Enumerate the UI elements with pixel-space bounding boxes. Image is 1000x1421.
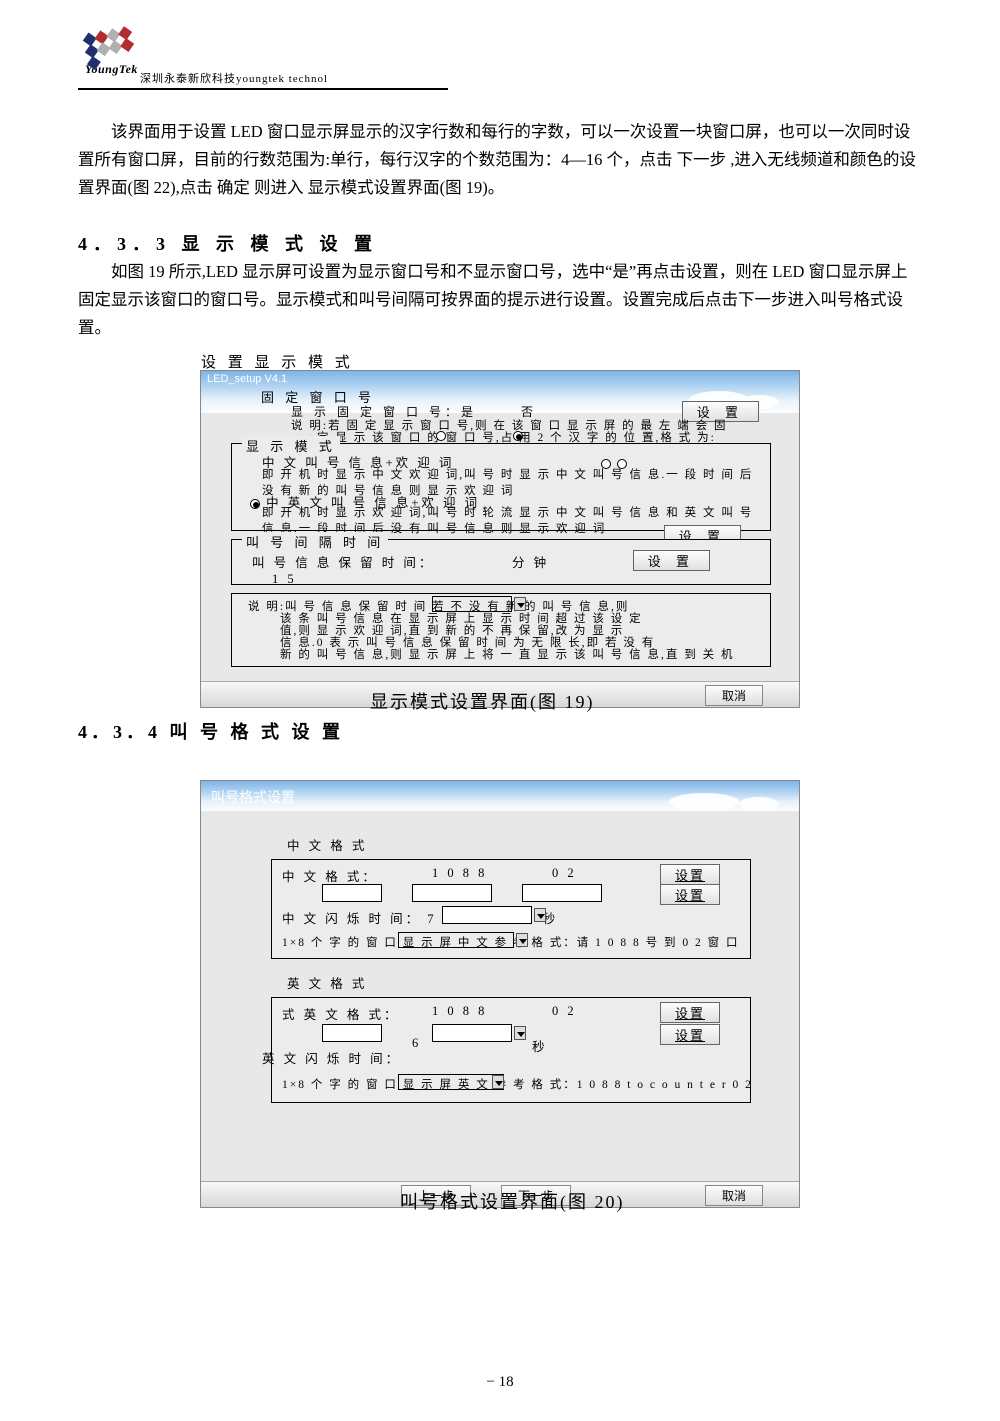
en-flash-unit: 秒 — [532, 1036, 548, 1055]
cn-1088: 1 0 8 8 — [432, 866, 487, 881]
en-input-2[interactable] — [432, 1024, 512, 1042]
paragraph-1: 该界面用于设置 LED 窗口显示屏显示的汉字行数和每行的字数，可以一次设置一块窗… — [78, 118, 920, 202]
cn-input-3[interactable] — [522, 884, 602, 902]
en-input-1[interactable] — [322, 1024, 382, 1042]
en-format-label: 英 文 格 式 — [287, 973, 367, 992]
cn-sample-box — [398, 932, 514, 948]
panel2-title-text: 叫号格式设置 — [211, 787, 295, 807]
display-mode-group: 显 示 模 式 中 文 叫 号 信 息+欢 迎 词 即 开 机 时 显 示 中 … — [231, 443, 771, 531]
panel2-caption: 叫号格式设置界面(图 20) — [400, 1188, 625, 1214]
panel1-outer-label: 设 置 显 示 模 式 — [201, 351, 354, 372]
en-fmt-label: 式 英 文 格 式： — [282, 1004, 400, 1023]
int-desc5: 新 的 叫 号 信 息,则 显 示 屏 上 将 一 直 显 示 该 叫 号 信 … — [280, 646, 735, 662]
cn-set-button-2[interactable]: 设置 — [660, 884, 720, 905]
cn-sample-drop[interactable] — [516, 933, 528, 947]
header-rule — [78, 88, 448, 90]
paragraph-2: 如图 19 所示,LED 显示屏可设置为显示窗口号和不显示窗口号，选中“是”再点… — [78, 258, 920, 342]
panel1-title-text: LED_setup V4.1 — [207, 373, 287, 385]
fix-radio-no[interactable] — [513, 431, 523, 441]
interval-keep-label: 叫 号 信 息 保 留 时 间： — [252, 552, 434, 571]
interval-unit: 分 钟 — [512, 552, 549, 571]
interval-label: 叫 号 间 隔 时 间 — [242, 532, 388, 551]
en-sample: 1×8 个 字 的 窗 口 显 示 屏 英 文 参 考 格 式：1 0 8 8 … — [282, 1076, 753, 1092]
interval-group: 叫 号 间 隔 时 间 叫 号 信 息 保 留 时 间： 分 钟 设 置 1 5 — [231, 539, 771, 585]
cn-format-label: 中 文 格 式 — [287, 835, 367, 854]
fix-radio-yes[interactable] — [436, 431, 446, 441]
en-flash-drop[interactable] — [514, 1026, 526, 1040]
screenshot-call-format: 叫号格式设置 中 文 格 式 中 文 格 式： 1 0 8 8 0 2 设置 设… — [200, 780, 800, 1208]
heading-434: 4．3．4 叫 号 格 式 设 置 — [78, 718, 344, 744]
logo-block: YoungTek — [85, 30, 138, 77]
en-sample-box — [398, 1074, 504, 1090]
cn-flash-drop[interactable] — [534, 908, 546, 922]
overlap-box-1 — [432, 596, 512, 612]
cn-fmt-label: 中 文 格 式： — [282, 866, 378, 885]
cn-02: 0 2 — [552, 866, 577, 881]
en-flash-v: 6 — [412, 1036, 421, 1051]
logo-icon — [83, 26, 137, 64]
cn-format-group: 中 文 格 式： 1 0 8 8 0 2 设置 设置 中 文 闪 烁 时 间： … — [271, 859, 751, 959]
panel1-titlebar: LED_setup V4.1 固 定 窗 口 号 显 示 固 定 窗 口 号：是… — [201, 371, 799, 413]
dropdown-icon[interactable] — [514, 597, 526, 611]
sub-brand: 深圳永泰新欣科技youngtek technol — [140, 70, 328, 86]
mode-radio-cn-en[interactable] — [250, 499, 260, 509]
cn-flash-input[interactable] — [442, 906, 532, 924]
heading-433: 4．3．3 显 示 模 式 设 置 — [78, 230, 378, 256]
interval-set-button[interactable]: 设 置 — [633, 550, 710, 571]
panel1-caption: 显示模式设置界面(图 19) — [370, 688, 595, 714]
page-number: − 18 — [0, 1374, 1000, 1391]
en-02: 0 2 — [552, 1004, 577, 1019]
nav-cancel-2[interactable]: 取消 — [705, 1185, 763, 1206]
interval-value: 1 5 — [272, 572, 297, 587]
cn-input-2[interactable] — [412, 884, 492, 902]
en-set-button-2[interactable]: 设置 — [660, 1024, 720, 1045]
en-flash-label: 英 文 闪 烁 时 间： — [262, 1048, 401, 1067]
interval-desc-group: 说 明:叫 号 信 息 保 留 时 间 若 不 没 有 新 的 叫 号 信 息,… — [231, 593, 771, 667]
screenshot-display-mode: 设 置 显 示 模 式 LED_setup V4.1 固 定 窗 口 号 显 示… — [200, 370, 800, 708]
en-format-group: 式 英 文 格 式： 1 0 8 8 0 2 设置 设置 6 英 文 闪 烁 时… — [271, 997, 751, 1103]
cn-input-1[interactable] — [322, 884, 382, 902]
en-set-button[interactable]: 设置 — [660, 1002, 720, 1023]
en-1088: 1 0 8 8 — [432, 1004, 487, 1019]
nav-cancel-1[interactable]: 取消 — [705, 685, 763, 706]
en-sample-drop[interactable] — [492, 1075, 504, 1089]
cn-set-button[interactable]: 设置 — [660, 864, 720, 885]
panel2-titlebar: 叫号格式设置 — [201, 781, 799, 811]
